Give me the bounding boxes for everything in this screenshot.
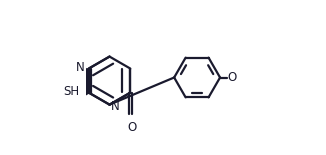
- Text: O: O: [127, 121, 137, 133]
- Text: O: O: [228, 71, 237, 84]
- Text: N: N: [111, 100, 120, 113]
- Text: SH: SH: [63, 85, 79, 98]
- Text: N: N: [76, 61, 85, 73]
